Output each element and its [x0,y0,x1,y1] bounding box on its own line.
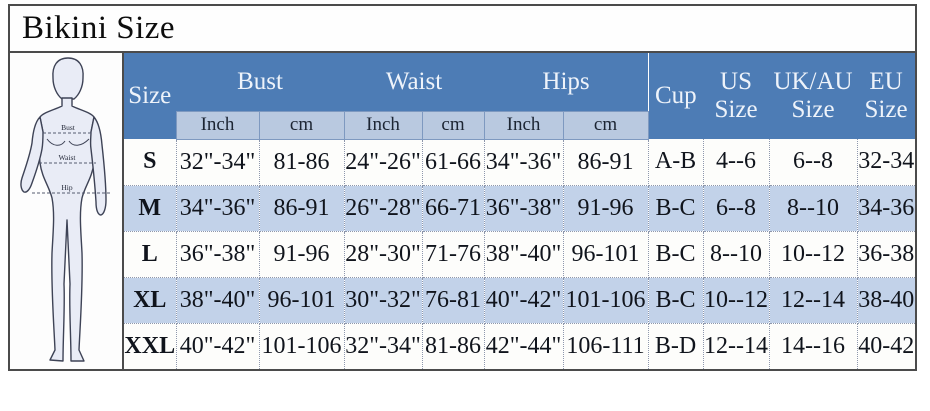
waist-cm-cell: 76-81 [422,277,485,324]
figure-waist-label: Waist [59,153,77,162]
bust-inch-cell: 40"-42" [176,323,260,369]
bust-cm-cell: 96-101 [259,277,345,324]
eu-size-cell: 36-38 [857,231,916,278]
eu-size-cell: 38-40 [857,277,916,324]
size-cell: M [124,185,177,232]
size-table: Size Bust Waist Hips Cup US Size UK/AU S… [124,53,916,369]
header-waist: Waist [344,53,485,111]
hips-inch-cell: 42"-44" [484,323,564,369]
ukau-size-cell: 14--16 [769,323,858,369]
hips-cm-cell: 91-96 [563,185,649,232]
header-ukau-size: UK/AU Size [769,53,858,139]
cup-cell: A-B [648,139,704,186]
title-bar: Bikini Size [10,6,915,53]
hips-cm-cell: 86-91 [563,139,649,186]
table-row-xl: XL 38"-40" 96-101 30"-32" 76-81 40"-42" … [124,277,916,324]
subheader-bust-cm: cm [258,110,345,140]
header-hips: Hips [484,53,649,111]
ukau-size-cell: 12--14 [769,277,858,324]
waist-cm-cell: 61-66 [422,139,485,186]
ukau-size-cell: 8--10 [769,185,858,232]
eu-size-cell: 40-42 [858,332,915,359]
cup-cell: B-C [648,185,704,232]
bust-cm-cell: 101-106 [259,323,345,369]
table-row-m: M 34"-36" 86-91 26"-28" 66-71 36"-38" 91… [124,185,916,232]
eu-size-cell: 32-34 [857,139,916,186]
hips-inch-cell: 40"-42" [484,277,564,324]
cup-cell: B-C [648,231,704,278]
bust-inch-cell: 32"-34" [176,139,260,186]
waist-inch-cell: 32"-34" [344,323,423,369]
chart-content: Bust Waist Hip Size Bust Waist Hips Cup [10,53,916,369]
us-size-cell: 8--10 [703,231,770,278]
subheader-row: Inch cm Inch cm Inch cm [124,110,915,140]
waist-cm-cell: 81-86 [422,323,485,369]
page-title: Bikini Size [22,10,176,46]
waist-inch-cell: 24"-26" [344,139,423,186]
bust-inch-cell: 38"-40" [176,277,260,324]
hips-inch-cell: 36"-38" [484,185,564,232]
hips-cm-cell: 101-106 [563,277,649,324]
hips-cm-cell: 96-101 [563,231,649,278]
subheader-hips-inch: Inch [483,110,564,140]
hips-cm-cell: 106-111 [563,323,649,369]
ukau-size-cell: 6--8 [769,139,858,186]
figure-left-arm [20,116,44,193]
header-row: Size Bust Waist Hips Cup US Size UK/AU S… [124,53,916,139]
header-size: Size [124,53,176,139]
figure-body [39,97,95,362]
table-row-s: S 32"-34" 81-86 24"-26" 61-66 34"-36" 86… [124,139,916,186]
subheader-waist-inch: Inch [343,110,423,140]
table-row-xxl: XXL 40"-42" 101-106 32"-34" 81-86 42"-44… [124,323,916,369]
header-cup: Cup [648,53,704,139]
female-figure-illustration: Bust Waist Hip [20,57,111,362]
figure-box: Bust Waist Hip [10,53,124,369]
hips-inch-cell: 34"-36" [484,139,564,186]
header-us-size: US Size [703,53,770,139]
ukau-size-cell: 10--12 [769,231,858,278]
figure-right-arm [89,116,107,216]
size-chart-frame: Bikini Size Bust Waist [8,4,917,371]
size-cell: L [124,231,177,278]
header-bust: Bust [176,53,345,111]
eu-size-cell: 34-36 [857,185,916,232]
size-cell: S [124,139,177,186]
cup-cell: B-D [648,323,704,369]
hips-inch-cell: 38"-40" [484,231,564,278]
subheader-bust-inch: Inch [175,110,260,140]
bust-cm-cell: 86-91 [259,185,345,232]
subheader-hips-cm: cm [562,110,649,140]
figure-bust-label: Bust [61,123,76,132]
figure-head [52,57,84,100]
table-row-l: L 36"-38" 91-96 28"-30" 71-76 38"-40" 96… [124,231,916,278]
us-size-cell: 12--14 [703,323,770,369]
bust-cm-cell: 91-96 [259,231,345,278]
waist-inch-cell: 26"-28" [344,185,423,232]
bust-cm-cell: 81-86 [259,139,345,186]
waist-cm-cell: 66-71 [422,185,485,232]
bust-inch-cell: 34"-36" [176,185,260,232]
size-cell: XXL [124,323,177,369]
waist-inch-cell: 30"-32" [344,277,423,324]
us-size-cell: 4--6 [703,139,770,186]
us-size-cell: 6--8 [703,185,770,232]
figure-bust-contour [46,138,90,146]
waist-inch-cell: 28"-30" [344,231,423,278]
header-eu-size: EU Size [857,53,916,139]
us-size-cell: 10--12 [703,277,770,324]
waist-cm-cell: 71-76 [422,231,485,278]
size-cell: XL [124,277,177,324]
figure-hip-label: Hip [61,183,73,192]
subheader-waist-cm: cm [421,110,485,140]
bust-inch-cell: 36"-38" [176,231,260,278]
cup-cell: B-C [648,277,704,324]
